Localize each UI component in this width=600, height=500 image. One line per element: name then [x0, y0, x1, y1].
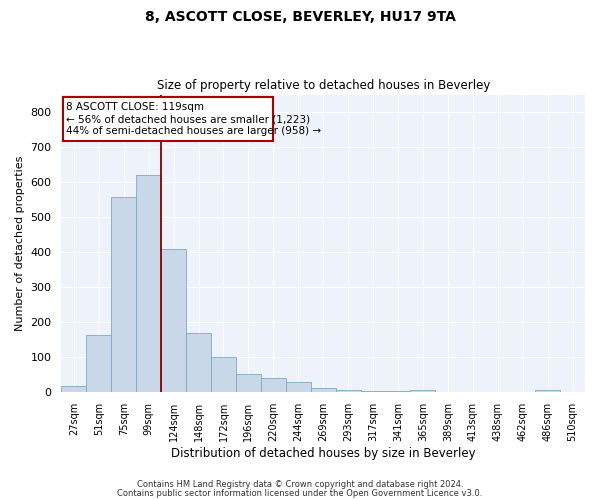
Bar — [335, 390, 361, 392]
Bar — [286, 382, 311, 392]
Bar — [386, 390, 410, 392]
Y-axis label: Number of detached properties: Number of detached properties — [15, 156, 25, 331]
Bar — [535, 390, 560, 392]
Text: 8, ASCOTT CLOSE, BEVERLEY, HU17 9TA: 8, ASCOTT CLOSE, BEVERLEY, HU17 9TA — [145, 10, 455, 24]
Bar — [261, 378, 286, 392]
Bar — [111, 197, 136, 392]
Bar — [136, 175, 161, 392]
Title: Size of property relative to detached houses in Beverley: Size of property relative to detached ho… — [157, 79, 490, 92]
Text: Contains HM Land Registry data © Crown copyright and database right 2024.: Contains HM Land Registry data © Crown c… — [137, 480, 463, 489]
Bar — [211, 358, 236, 392]
Bar — [236, 374, 261, 392]
Bar — [61, 386, 86, 392]
Text: 8 ASCOTT CLOSE: 119sqm: 8 ASCOTT CLOSE: 119sqm — [67, 102, 205, 112]
Bar — [361, 390, 386, 392]
Text: 44% of semi-detached houses are larger (958) →: 44% of semi-detached houses are larger (… — [67, 126, 322, 136]
FancyBboxPatch shape — [62, 98, 274, 141]
X-axis label: Distribution of detached houses by size in Beverley: Distribution of detached houses by size … — [171, 447, 476, 460]
Text: Contains public sector information licensed under the Open Government Licence v3: Contains public sector information licen… — [118, 488, 482, 498]
Bar — [311, 388, 335, 392]
Bar — [410, 390, 436, 392]
Bar — [86, 334, 111, 392]
Text: ← 56% of detached houses are smaller (1,223): ← 56% of detached houses are smaller (1,… — [67, 114, 311, 124]
Bar — [161, 248, 186, 392]
Bar — [186, 333, 211, 392]
